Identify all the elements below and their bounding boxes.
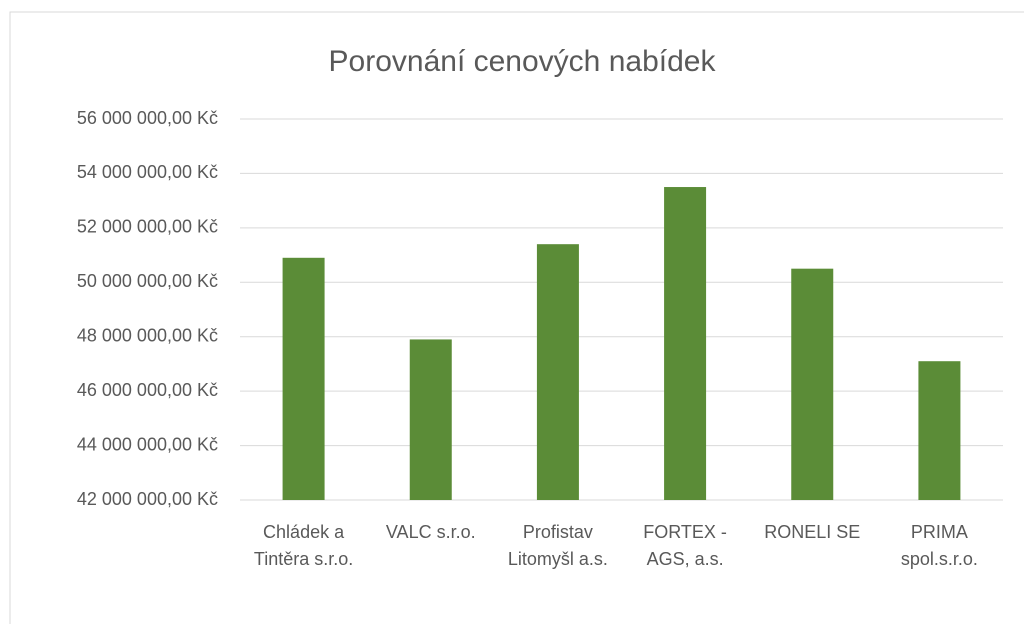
bar: [536, 244, 579, 500]
chart-title: Porovnání cenových nabídek: [329, 45, 717, 78]
bar: [918, 361, 961, 500]
y-tick-label: 42 000 000,00 Kč: [77, 489, 218, 509]
x-tick-label: RONELI SE: [764, 522, 861, 542]
x-tick-label: PRIMA spol.s.r.o.: [900, 522, 978, 569]
bar: [791, 268, 834, 500]
chart-frame: [9, 11, 1024, 624]
x-tick-label: Profistav Litomyšl a.s.: [507, 522, 608, 569]
x-tick-label: FORTEX - AGS, a.s.: [643, 522, 727, 569]
x-tick-label: Chládek a Tintěra s.r.o.: [253, 522, 354, 569]
y-tick-label: 50 000 000,00 Kč: [77, 271, 218, 291]
y-tick-label: 54 000 000,00 Kč: [77, 162, 218, 182]
y-tick-label: 52 000 000,00 Kč: [77, 217, 218, 237]
bar: [664, 187, 707, 501]
y-tick-label: 46 000 000,00 Kč: [77, 380, 218, 400]
bar: [409, 339, 452, 500]
x-tick-label: VALC s.r.o.: [385, 522, 476, 542]
y-tick-label: 56 000 000,00 Kč: [77, 108, 218, 128]
bar: [282, 257, 325, 500]
y-tick-label: 48 000 000,00 Kč: [77, 325, 218, 345]
y-tick-label: 44 000 000,00 Kč: [77, 434, 218, 454]
